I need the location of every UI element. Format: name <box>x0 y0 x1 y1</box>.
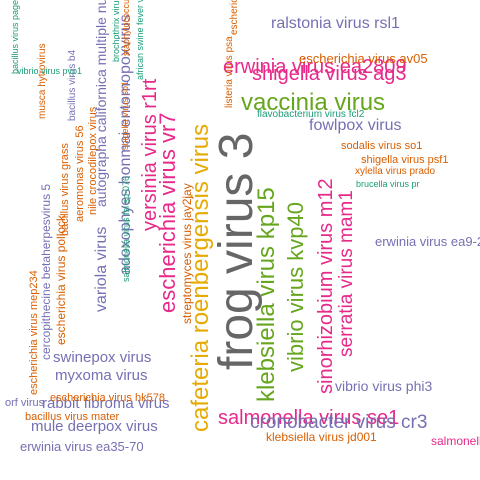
cloud-word: nile crocodilepox virus <box>87 106 99 215</box>
cloud-word: brucella virus pr <box>356 179 420 189</box>
cloud-word: african swine fever virus <box>135 0 145 80</box>
cloud-word: bacillus virus mater <box>25 411 120 423</box>
cloud-word: yersinia virus r1rt <box>139 78 161 231</box>
cloud-word: salmonella virus felixo1 <box>431 434 480 448</box>
cloud-word: shigella virus sb1 <box>120 80 130 150</box>
cloud-word: salmonella virus fsl sp-076 <box>121 175 131 282</box>
cloud-word: shigella virus ag3 <box>252 63 407 85</box>
cloud-word: bacillus virus b4 <box>67 49 78 121</box>
cloud-word: variola virus <box>93 226 110 312</box>
cloud-word: klebsiella virus kp15 <box>253 187 280 402</box>
cloud-word: vibrio virus phi3 <box>335 378 433 394</box>
cloud-word: ralstonia virus rsl1 <box>271 15 400 32</box>
cloud-word: serratia virus mam1 <box>336 190 357 357</box>
cloud-word: vaccinia virus <box>241 89 386 116</box>
cloud-word: swinepox virus <box>53 349 152 366</box>
cloud-word: sinorhizobium virus m12 <box>315 178 337 394</box>
cloud-word: salmonella virus se1 <box>218 407 400 429</box>
cloud-word: erwinia virus ea9-2 <box>375 234 480 249</box>
cloud-word: cercopithecine betaherpesvirus 5 <box>39 183 53 360</box>
cloud-word: musca hytrovirus <box>37 43 48 119</box>
cloud-word: aeromonas virus 56 <box>74 125 86 222</box>
cloud-word: erwinia virus ea2809 <box>223 56 407 78</box>
cloud-word: escherichia virus septima11 <box>229 0 240 35</box>
cloud-word: bacillus virus page <box>10 0 20 74</box>
cloud-word: sodalis virus so1 <box>341 140 423 152</box>
cloud-word: vibrio virus pvp1 <box>17 66 83 76</box>
cloud-word: fowlpox virus <box>309 117 402 134</box>
cloud-word: flavobacterium virus fcl2 <box>257 109 365 120</box>
cloud-word: orf virus <box>5 397 45 409</box>
cloud-word: bacillus virus grass <box>59 143 71 236</box>
cloud-word: escherichia virus av05 <box>299 51 428 66</box>
cloud-word: brochothrix virus a9 <box>111 0 121 62</box>
cloud-word: streptomyces virus jay2jay <box>180 183 194 324</box>
cloud-word: cronobacter virus cr3 <box>250 412 428 433</box>
cloud-word: klebsiella virus jd001 <box>266 430 377 444</box>
cloud-word: myxoma virus <box>55 367 148 384</box>
cloud-word: erwinia virus ea35-70 <box>20 439 144 454</box>
cloud-word: staphylococcus virus twort <box>121 0 131 56</box>
cloud-word: xylella virus prado <box>355 166 436 177</box>
cloud-word: escherichia virus hk578 <box>50 392 165 404</box>
cloud-word: shigella virus psf1 <box>361 154 449 166</box>
cloud-word: listeria virus psa <box>224 36 235 108</box>
cloud-word: mule deerpox virus <box>31 418 158 435</box>
cloud-word: vibrio virus kvp40 <box>283 202 308 372</box>
cloud-word: rabbit fibroma virus <box>42 395 170 412</box>
